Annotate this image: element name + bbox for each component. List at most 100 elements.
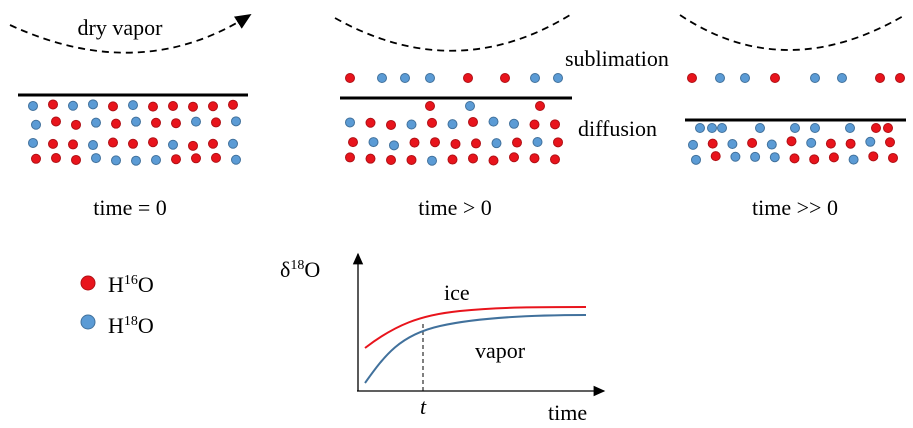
annotation: sublimation: [565, 46, 669, 71]
ice-curve: [364, 306, 587, 349]
h16o-molecule: [885, 137, 895, 148]
h18o-molecule: [837, 73, 847, 83]
h16o-molecule: [51, 116, 61, 127]
h16o-molecule: [425, 101, 435, 111]
h18o-molecule: [509, 118, 519, 129]
h16o-molecule: [770, 73, 780, 83]
h18o-molecule: [730, 151, 741, 162]
h16o-molecule: [500, 73, 510, 83]
h16o-molecule: [868, 151, 879, 162]
h16o-molecule: [208, 138, 218, 149]
h16o-molecule: [191, 153, 201, 164]
h18o-molecule: [91, 117, 101, 128]
h16o-molecule: [509, 152, 519, 163]
h16o-molecule: [71, 154, 81, 165]
h18o-molecule: [491, 138, 502, 149]
h18o-molecule: [88, 99, 98, 110]
h16o-molecule: [208, 101, 218, 112]
legend-dot: [80, 275, 96, 291]
h18o-molecule: [465, 101, 475, 111]
h18o-molecule: [191, 116, 201, 127]
h18o-molecule: [168, 139, 178, 150]
h16o-molecule: [786, 136, 797, 147]
h16o-molecule: [128, 138, 138, 149]
h18o-molecule: [400, 73, 410, 83]
h16o-molecule: [895, 73, 905, 83]
h16o-molecule: [825, 138, 836, 149]
h18o-molecule: [717, 123, 727, 133]
vapor-curve: [9, 14, 252, 54]
h16o-molecule: [151, 117, 161, 128]
h18o-molecule: [755, 123, 765, 133]
h18o-molecule: [427, 155, 437, 166]
h16o-molecule: [168, 100, 178, 111]
vapor-curve: [364, 314, 587, 384]
h18o-molecule: [865, 136, 876, 147]
h16o-molecule: [386, 119, 396, 130]
x-label: time: [548, 400, 587, 425]
h18o-molecule: [740, 73, 750, 83]
h18o-molecule: [345, 117, 355, 128]
h16o-molecule: [535, 101, 545, 111]
h16o-molecule: [845, 138, 856, 149]
h18o-molecule: [389, 140, 399, 151]
h18o-molecule: [766, 139, 777, 150]
h18o-molecule: [131, 155, 141, 166]
vapor-curve: [334, 14, 571, 52]
h18o-molecule: [691, 154, 701, 165]
h16o-molecule: [148, 101, 158, 112]
h18o-molecule: [488, 116, 499, 127]
h16o-molecule: [406, 154, 417, 165]
h18o-molecule: [88, 140, 98, 151]
h18o-molecule: [91, 153, 101, 164]
h16o-molecule: [447, 154, 458, 165]
h18o-molecule: [806, 137, 817, 148]
h16o-molecule: [188, 140, 198, 151]
h18o-molecule: [368, 137, 379, 148]
h16o-molecule: [171, 118, 181, 129]
h18o-molecule: [228, 138, 238, 149]
h18o-molecule: [695, 123, 705, 133]
time-marker-label: t: [420, 394, 427, 419]
h16o-molecule: [71, 119, 81, 130]
caption: time > 0: [418, 195, 492, 220]
curve-label: ice: [444, 280, 470, 305]
h18o-molecule: [68, 100, 78, 111]
h18o-molecule: [28, 137, 38, 148]
h18o-molecule: [128, 100, 138, 111]
h16o-molecule: [789, 153, 800, 164]
h16o-molecule: [710, 151, 721, 162]
h16o-molecule: [687, 73, 697, 83]
h18o-molecule: [111, 155, 121, 166]
h16o-molecule: [345, 152, 355, 163]
h16o-molecule: [809, 154, 820, 165]
caption: time = 0: [93, 195, 167, 220]
h18o-molecule: [707, 123, 717, 133]
annotation: dry vapor: [78, 15, 164, 40]
h16o-molecule: [148, 137, 158, 148]
h16o-molecule: [875, 73, 885, 83]
h16o-molecule: [883, 123, 893, 133]
h16o-molecule: [747, 138, 758, 149]
h18o-molecule: [715, 73, 725, 83]
y-label-sup: 18: [290, 258, 304, 273]
h16o-molecule: [430, 137, 440, 148]
h18o-molecule: [810, 123, 820, 133]
h16o-molecule: [468, 117, 478, 128]
legend-label: H16O: [108, 272, 154, 297]
h16o-molecule: [488, 155, 499, 166]
h16o-molecule: [348, 137, 358, 148]
y-label-base: δ: [280, 257, 290, 282]
h18o-molecule: [231, 154, 241, 165]
h18o-molecule: [231, 116, 241, 127]
h18o-molecule: [532, 137, 543, 148]
h16o-molecule: [345, 73, 355, 83]
legend-sup: 18: [124, 314, 138, 329]
h18o-molecule: [790, 123, 800, 133]
legend-sup: 16: [124, 273, 138, 288]
h16o-molecule: [550, 119, 560, 130]
h16o-molecule: [463, 73, 473, 83]
h18o-molecule: [769, 152, 780, 163]
annotation: diffusion: [578, 116, 657, 141]
